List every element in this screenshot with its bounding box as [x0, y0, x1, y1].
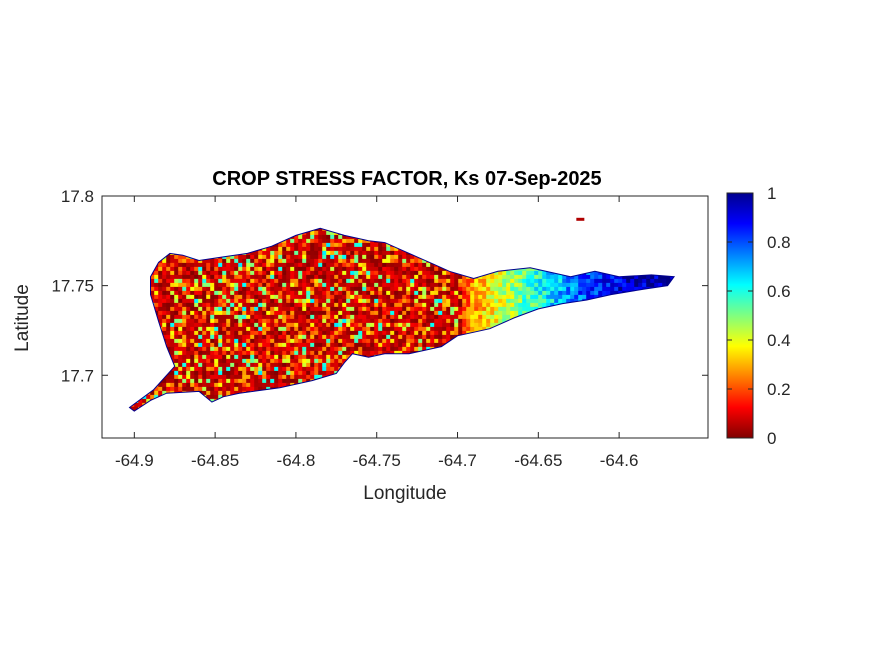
colorbar: [727, 193, 753, 438]
x-tick-label: -64.65: [514, 451, 562, 470]
colorbar-tick-label: 0.4: [767, 331, 791, 350]
x-tick-label: -64.7: [438, 451, 477, 470]
colorbar-ticks: 0 0.2 0.4 0.6 0.8 1: [727, 184, 791, 448]
colorbar-tick-label: 0: [767, 429, 776, 448]
colorbar-tick-label: 0.6: [767, 282, 791, 301]
x-tick-label: -64.75: [353, 451, 401, 470]
y-axis: 17.7 17.75 17.8: [51, 187, 708, 385]
axes-box: [101, 195, 709, 439]
y-tick-label: 17.75: [51, 277, 94, 296]
x-tick-label: -64.8: [277, 451, 316, 470]
x-axis: -64.9 -64.85 -64.8 -64.75 -64.7 -64.65 -64.6: [115, 196, 639, 470]
y-axis-label: Latitude: [12, 284, 33, 352]
x-tick-label: -64.85: [191, 451, 239, 470]
x-tick-label: -64.9: [115, 451, 154, 470]
colorbar-tick-label: 1: [767, 184, 776, 203]
colorbar-tick-label: 0.2: [767, 380, 791, 399]
y-tick-label: 17.7: [61, 366, 94, 385]
chart-title: CROP STRESS FACTOR, Ks 07-Sep-2025: [212, 168, 601, 190]
island-outline: [128, 227, 676, 412]
x-axis-label: Longitude: [363, 483, 446, 504]
islet-patch: [576, 217, 585, 221]
colorbar-frame: [726, 192, 754, 439]
colorbar-tick-label: 0.8: [767, 233, 791, 252]
y-tick-label: 17.8: [61, 187, 94, 206]
x-tick-label: -64.6: [600, 451, 639, 470]
